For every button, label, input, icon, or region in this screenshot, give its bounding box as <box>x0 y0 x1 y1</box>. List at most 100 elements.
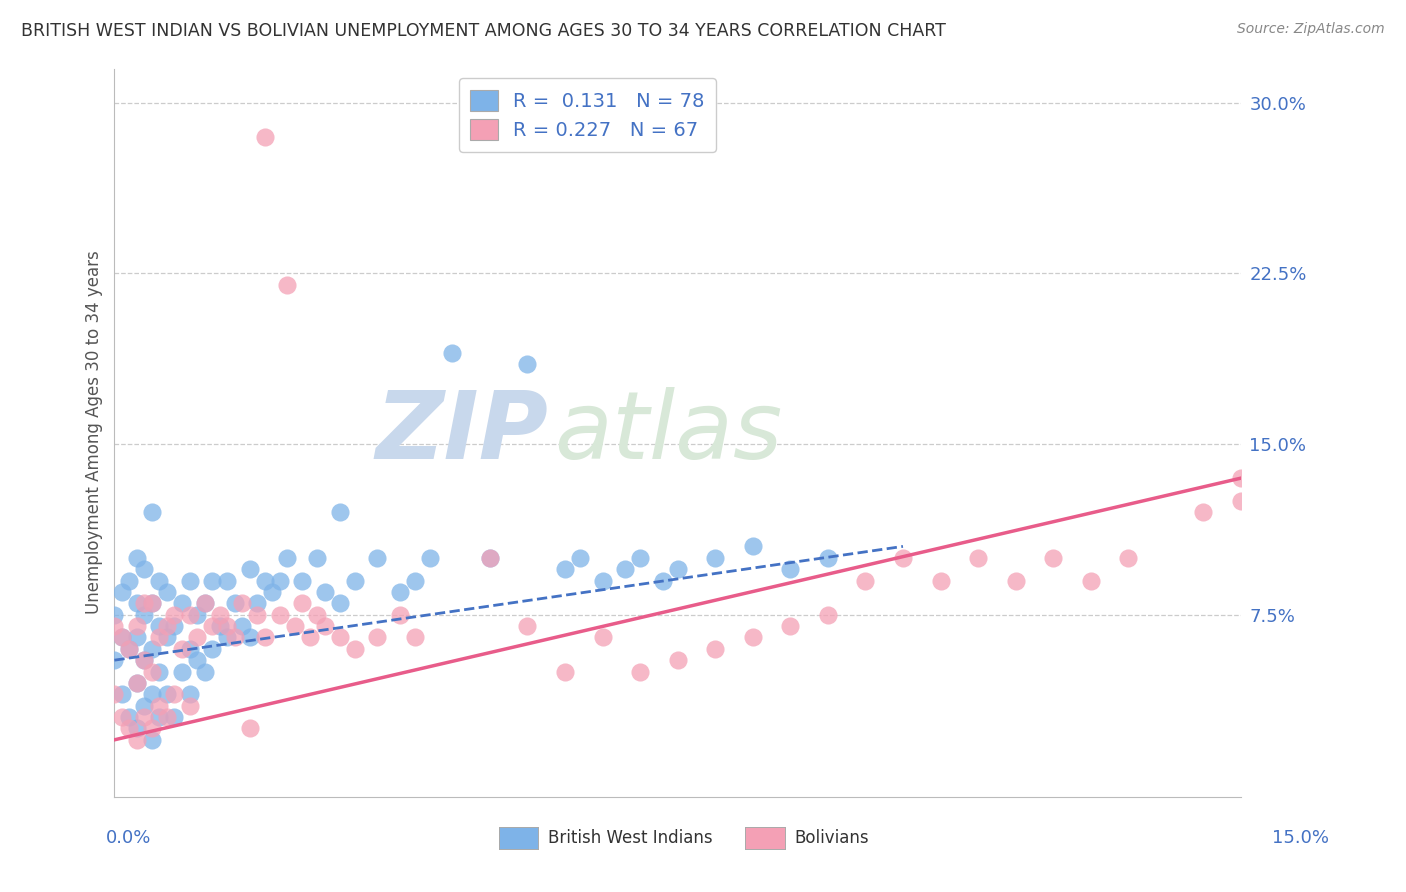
Point <box>262 585 284 599</box>
Point <box>208 607 231 622</box>
Point <box>163 607 186 622</box>
Point <box>291 596 314 610</box>
Point <box>614 562 637 576</box>
Point <box>628 665 651 679</box>
Point <box>141 596 163 610</box>
Point <box>201 619 224 633</box>
Text: 15.0%: 15.0% <box>1271 829 1329 847</box>
Point <box>148 631 170 645</box>
Point <box>179 607 201 622</box>
Point <box>125 722 148 736</box>
Point <box>388 607 411 622</box>
Point <box>592 574 614 588</box>
Point <box>307 550 329 565</box>
Point <box>891 550 914 565</box>
Point <box>231 596 253 610</box>
Point <box>284 619 307 633</box>
Point <box>201 641 224 656</box>
Text: Source: ZipAtlas.com: Source: ZipAtlas.com <box>1237 22 1385 37</box>
Point <box>478 550 501 565</box>
Point <box>1042 550 1064 565</box>
Point <box>118 641 141 656</box>
Point <box>156 631 179 645</box>
Point <box>125 676 148 690</box>
Point <box>111 585 134 599</box>
Point <box>276 277 298 292</box>
Point <box>193 596 215 610</box>
Y-axis label: Unemployment Among Ages 30 to 34 years: Unemployment Among Ages 30 to 34 years <box>86 251 103 615</box>
Point <box>967 550 990 565</box>
Point <box>554 665 576 679</box>
Point <box>314 585 336 599</box>
Point <box>704 641 727 656</box>
Point <box>246 596 269 610</box>
Point <box>163 687 186 701</box>
Point <box>179 574 201 588</box>
Point <box>269 574 291 588</box>
Point <box>141 687 163 701</box>
Point <box>179 698 201 713</box>
Point <box>592 631 614 645</box>
Point <box>156 585 179 599</box>
Point <box>125 550 148 565</box>
Point <box>111 631 134 645</box>
Point <box>134 710 156 724</box>
Point <box>141 665 163 679</box>
Point <box>134 596 156 610</box>
Point <box>134 607 156 622</box>
Point <box>148 665 170 679</box>
Point <box>666 562 689 576</box>
Point <box>170 665 193 679</box>
Text: atlas: atlas <box>554 387 782 478</box>
Point <box>134 653 156 667</box>
Point <box>516 619 538 633</box>
Point <box>314 619 336 633</box>
Point <box>1004 574 1026 588</box>
Point <box>246 607 269 622</box>
Point <box>651 574 673 588</box>
Legend: R =  0.131   N = 78, R = 0.227   N = 67: R = 0.131 N = 78, R = 0.227 N = 67 <box>458 78 716 152</box>
Point <box>343 574 366 588</box>
Text: BRITISH WEST INDIAN VS BOLIVIAN UNEMPLOYMENT AMONG AGES 30 TO 34 YEARS CORRELATI: BRITISH WEST INDIAN VS BOLIVIAN UNEMPLOY… <box>21 22 946 40</box>
Point <box>193 596 215 610</box>
Point <box>141 641 163 656</box>
Point <box>111 710 134 724</box>
Point <box>404 574 426 588</box>
Text: 0.0%: 0.0% <box>105 829 150 847</box>
Point <box>148 574 170 588</box>
Point <box>170 641 193 656</box>
Point <box>298 631 321 645</box>
Point <box>134 562 156 576</box>
Point <box>253 631 276 645</box>
Point <box>148 710 170 724</box>
Point <box>193 665 215 679</box>
Text: Bolivians: Bolivians <box>794 830 869 847</box>
Point <box>215 574 238 588</box>
Point <box>239 562 262 576</box>
Point <box>103 607 125 622</box>
Text: ZIP: ZIP <box>375 386 548 479</box>
Point <box>156 619 179 633</box>
Point <box>141 596 163 610</box>
Point <box>741 540 763 554</box>
Point <box>329 631 352 645</box>
Point <box>366 631 388 645</box>
Point <box>441 346 464 360</box>
Point <box>817 607 839 622</box>
Point <box>134 653 156 667</box>
Point <box>307 607 329 622</box>
Point <box>224 596 246 610</box>
Point <box>215 631 238 645</box>
Point <box>148 619 170 633</box>
Point <box>156 687 179 701</box>
Point <box>186 631 208 645</box>
Point <box>929 574 952 588</box>
Point <box>163 619 186 633</box>
Point <box>134 698 156 713</box>
Point <box>231 619 253 633</box>
Point <box>179 641 201 656</box>
Point <box>125 619 148 633</box>
Point <box>291 574 314 588</box>
Point <box>186 607 208 622</box>
Point <box>404 631 426 645</box>
